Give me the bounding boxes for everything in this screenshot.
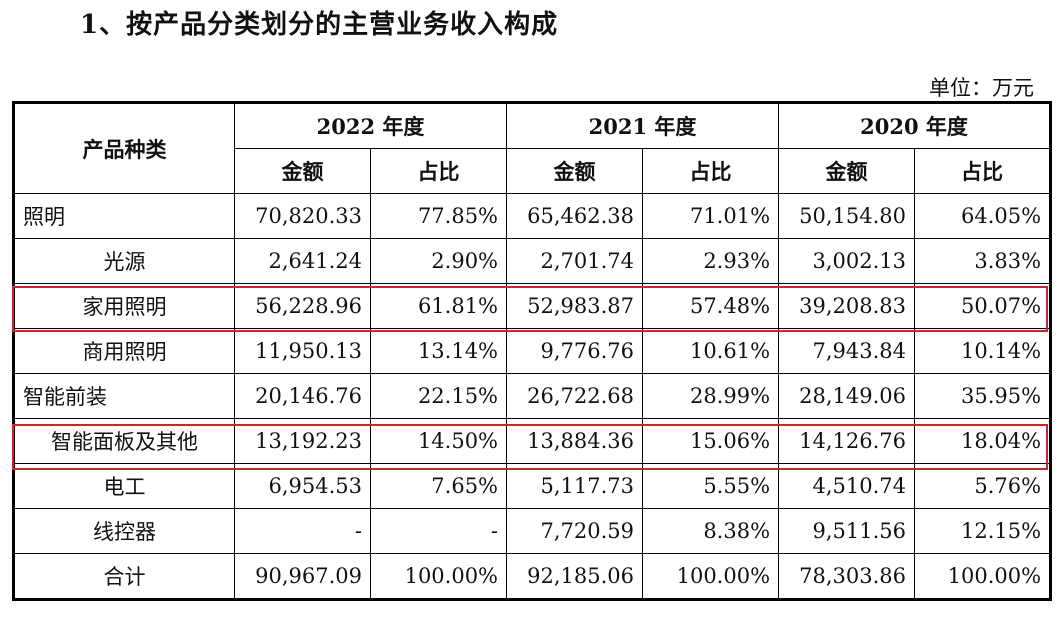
amount-header: 金额 bbox=[506, 148, 644, 194]
share-cell: 12.15% bbox=[914, 508, 1052, 554]
amount-cell: 39,208.83 bbox=[778, 283, 916, 329]
amount-cell: 9,511.56 bbox=[778, 508, 916, 554]
row-label: 线控器 bbox=[13, 508, 235, 554]
table-row: 照明 70,820.33 77.85% 65,462.38 71.01% 50,154.8… bbox=[13, 193, 1052, 239]
share-cell: 18.04% bbox=[914, 418, 1052, 464]
share-cell: 14.50% bbox=[369, 418, 508, 464]
table-row: 线控器 - -7,720.59 8.38% 9,511.56 12.15% bbox=[13, 508, 1052, 554]
page-title: 1、按产品分类划分的主营业务收入构成 bbox=[80, 10, 559, 40]
year-header-2021: 2021 年度 bbox=[506, 102, 780, 149]
amount-cell: 65,462.38 bbox=[506, 193, 644, 239]
table-row: 智能面板及其他 13,192.23 14.50% 13,884.36 15.06% 14,… bbox=[13, 418, 1052, 464]
row-label: 商用照明 bbox=[13, 328, 235, 374]
table-row: 光源 2,641.24 2.90% 2,701.74 2.93% 3,002.13 3.83… bbox=[13, 238, 1052, 284]
table-row: 智能前装 20,146.76 22.15% 26,722.68 28.99% 28,149… bbox=[13, 373, 1052, 419]
share-cell: 5.76% bbox=[914, 463, 1052, 509]
share-cell: 28.99% bbox=[642, 373, 780, 419]
amount-cell: 14,126.76 bbox=[778, 418, 916, 464]
share-cell: 22.15% bbox=[369, 373, 508, 419]
amount-cell: 9,776.76 bbox=[506, 328, 644, 374]
revenue-table: 产品种类 2022 年度 2021 年度 2020 年度 金额 占比 金额 占比… bbox=[12, 101, 1053, 601]
share-cell: 2.90% bbox=[369, 238, 508, 284]
row-label: 光源 bbox=[13, 238, 235, 284]
amount-cell: 5,117.73 bbox=[506, 463, 644, 509]
year-header-2020: 2020 年度 bbox=[778, 102, 1052, 149]
share-header: 占比 bbox=[914, 148, 1052, 194]
share-cell: 15.06% bbox=[642, 418, 780, 464]
amount-cell: 78,303.86 bbox=[778, 553, 916, 600]
amount-cell: 2,701.74 bbox=[506, 238, 644, 284]
table-row: 合计 90,967.09 100.00% 92,185.06 100.00% 78,303… bbox=[13, 553, 1052, 600]
amount-cell: 26,722.68 bbox=[506, 373, 644, 419]
amount-cell: 7,943.84 bbox=[778, 328, 916, 374]
amount-cell: 92,185.06 bbox=[506, 553, 644, 600]
table-row: 电工 6,954.53 7.65% 5,117.73 5.55% 4,510.74 5.76… bbox=[13, 463, 1052, 509]
share-cell: 35.95% bbox=[914, 373, 1052, 419]
amount-cell: 70,820.33 bbox=[234, 193, 371, 239]
amount-cell: 20,146.76 bbox=[234, 373, 371, 419]
amount-cell: 6,954.53 bbox=[234, 463, 371, 509]
row-label: 照明 bbox=[13, 193, 235, 239]
amount-cell: 56,228.96 bbox=[234, 283, 371, 329]
table-row: 商用照明 11,950.13 13.14% 9,776.76 10.61% 7,943.8… bbox=[13, 328, 1052, 374]
share-cell: 64.05% bbox=[914, 193, 1052, 239]
share-cell: 61.81% bbox=[369, 283, 508, 329]
share-cell: 10.14% bbox=[914, 328, 1052, 374]
amount-header: 金额 bbox=[234, 148, 371, 194]
amount-cell: 3,002.13 bbox=[778, 238, 916, 284]
share-cell: 71.01% bbox=[642, 193, 780, 239]
amount-cell: 13,192.23 bbox=[234, 418, 371, 464]
amount-cell: 13,884.36 bbox=[506, 418, 644, 464]
row-label: 智能前装 bbox=[13, 373, 235, 419]
share-cell: 77.85% bbox=[369, 193, 508, 239]
share-cell: 5.55% bbox=[642, 463, 780, 509]
amount-cell: 52,983.87 bbox=[506, 283, 644, 329]
amount-cell: 4,510.74 bbox=[778, 463, 916, 509]
share-cell: 3.83% bbox=[914, 238, 1052, 284]
amount-cell: 90,967.09 bbox=[234, 553, 371, 600]
row-label: 智能面板及其他 bbox=[13, 418, 235, 464]
share-cell: 57.48% bbox=[642, 283, 780, 329]
row-label: 合计 bbox=[13, 553, 235, 600]
category-header: 产品种类 bbox=[13, 102, 235, 194]
share-cell: 100.00% bbox=[914, 553, 1052, 600]
amount-header: 金额 bbox=[778, 148, 916, 194]
share-cell: 100.00% bbox=[369, 553, 508, 600]
table-row: 家用照明 56,228.96 61.81% 52,983.87 57.48% 39,208… bbox=[13, 283, 1052, 329]
amount-cell: 50,154.80 bbox=[778, 193, 916, 239]
amount-cell: - bbox=[234, 508, 371, 554]
table-header-row: 产品种类 2022 年度 2021 年度 2020 年度 bbox=[13, 102, 1052, 194]
amount-cell: 11,950.13 bbox=[234, 328, 371, 374]
share-cell: 100.00% bbox=[642, 553, 780, 600]
row-label: 家用照明 bbox=[13, 283, 235, 329]
share-header: 占比 bbox=[369, 148, 508, 194]
row-label: 电工 bbox=[13, 463, 235, 509]
share-cell: 13.14% bbox=[369, 328, 508, 374]
share-cell: - bbox=[369, 508, 508, 554]
share-cell: 10.61% bbox=[642, 328, 780, 374]
amount-cell: 28,149.06 bbox=[778, 373, 916, 419]
share-cell: 7.65% bbox=[369, 463, 508, 509]
year-header-2022: 2022 年度 bbox=[233, 102, 508, 149]
share-header: 占比 bbox=[642, 148, 780, 194]
unit-label: 单位：万元 bbox=[929, 76, 1034, 100]
share-cell: 2.93% bbox=[642, 238, 780, 284]
amount-cell: 7,720.59 bbox=[506, 508, 644, 554]
share-cell: 8.38% bbox=[642, 508, 780, 554]
amount-cell: 2,641.24 bbox=[234, 238, 371, 284]
share-cell: 50.07% bbox=[914, 283, 1052, 329]
